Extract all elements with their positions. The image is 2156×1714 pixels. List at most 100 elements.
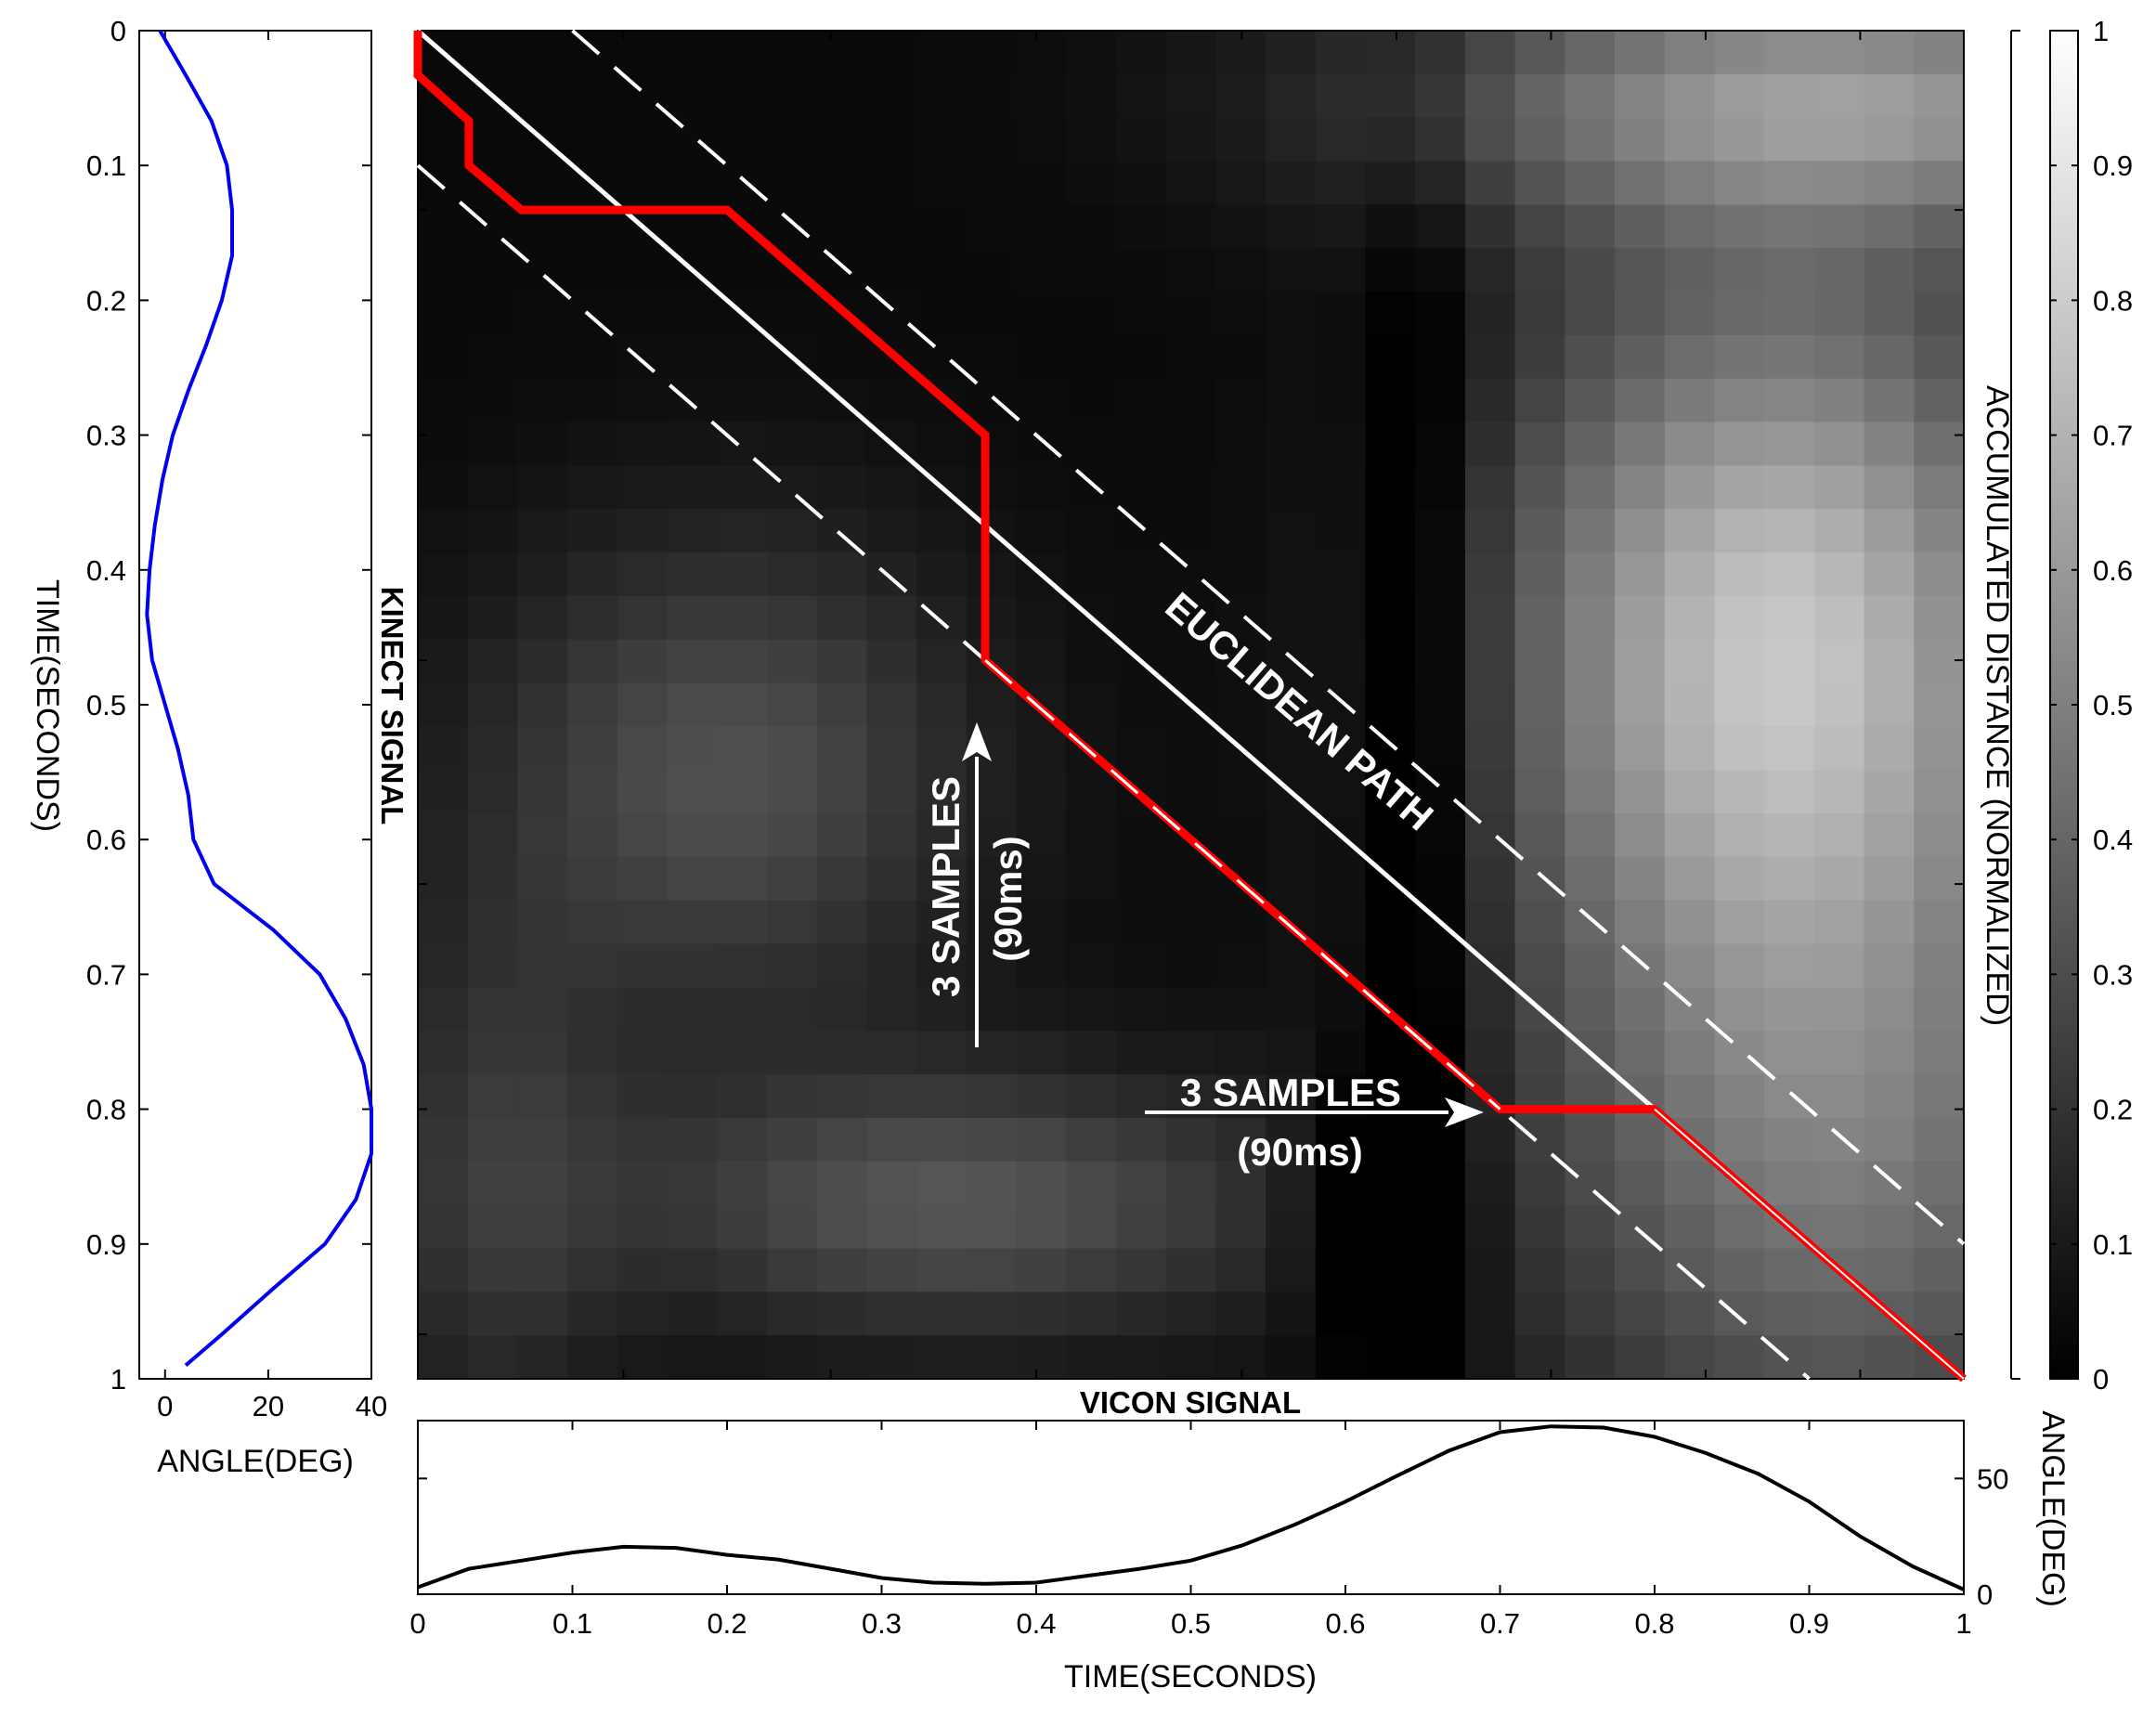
vicon-x-tick-label: 0.1	[552, 1607, 592, 1640]
heatmap-cell	[1115, 987, 1167, 1032]
heatmap-cell	[816, 987, 868, 1032]
heatmap-cell	[916, 813, 968, 858]
heatmap-cell	[1565, 248, 1616, 292]
heatmap-cell	[1016, 1335, 1067, 1380]
heatmap-cell	[1615, 595, 1666, 641]
heatmap-cell	[1115, 900, 1167, 945]
heatmap-cells	[418, 31, 1965, 1380]
heatmap-cell	[1615, 726, 1666, 771]
heatmap-cell	[1315, 161, 1367, 206]
kinect-plot-frame	[138, 30, 372, 1380]
heatmap-cell	[717, 73, 768, 119]
heatmap-cell	[1066, 639, 1117, 684]
heatmap-cell	[517, 1161, 568, 1206]
heatmap-cell	[1415, 161, 1466, 206]
heatmap-cell	[1464, 1118, 1516, 1162]
heatmap-cell	[667, 943, 718, 989]
heatmap-cell	[1066, 422, 1117, 467]
heatmap-cell	[1266, 1161, 1317, 1206]
heatmap-cell	[1016, 943, 1067, 989]
heatmap-cell	[1464, 639, 1516, 684]
heatmap-cell	[1165, 292, 1217, 336]
heatmap-cell	[418, 509, 469, 553]
heatmap-cell	[966, 1248, 1018, 1293]
heatmap-cell	[667, 465, 718, 510]
heatmap-cell	[1664, 1074, 1716, 1119]
heatmap-cell	[1764, 292, 1815, 336]
heatmap-cell	[767, 1031, 818, 1075]
heatmap-cell	[816, 856, 868, 902]
vicon-x-tick-label: 0	[409, 1607, 425, 1640]
heatmap-cell	[1016, 770, 1067, 814]
heatmap-cell	[567, 334, 618, 380]
heatmap-cell	[1864, 987, 1916, 1032]
heatmap-cell	[1813, 378, 1865, 423]
heatmap-cell	[517, 334, 568, 380]
heatmap-cell	[1066, 117, 1117, 162]
heatmap-cell	[1714, 248, 1765, 292]
heatmap-cell	[1215, 334, 1266, 380]
heatmap-cell	[467, 334, 519, 380]
heatmap-cell	[1714, 987, 1765, 1032]
heatmap-cell	[966, 248, 1018, 292]
heatmap-cell	[1664, 639, 1716, 684]
heatmap-cell	[1914, 639, 1965, 684]
heatmap-cell	[1266, 117, 1317, 162]
heatmap-cell	[1914, 1292, 1965, 1336]
heatmap-cell	[1565, 1204, 1616, 1250]
heatmap-cell	[1266, 1335, 1317, 1380]
heatmap-cell	[1813, 1161, 1865, 1206]
heatmap-cell	[1464, 422, 1516, 467]
heatmap-cell	[467, 204, 519, 249]
heatmap-cell	[1813, 1292, 1865, 1336]
heatmap-cell	[1115, 552, 1167, 597]
heatmap-cell	[866, 856, 917, 902]
heatmap-cell	[1464, 509, 1516, 553]
heatmap-cell	[1365, 1335, 1416, 1380]
heatmap-cell	[1415, 465, 1466, 510]
heatmap-cell	[1914, 161, 1965, 206]
heatmap-cell	[418, 552, 469, 597]
heatmap-cell	[1016, 422, 1067, 467]
kinect-y-tick-label: 0.7	[86, 958, 126, 991]
heatmap-cell	[966, 943, 1018, 989]
heatmap-cell	[1615, 1248, 1666, 1293]
heatmap-cell	[916, 1161, 968, 1206]
heatmap-cell	[1864, 422, 1916, 467]
heatmap-cell	[1764, 900, 1815, 945]
heatmap-cell	[1315, 1248, 1367, 1293]
vicon-x-tick-label: 0.2	[707, 1607, 747, 1640]
heatmap-cell	[1565, 1292, 1616, 1336]
heatmap-cell	[1266, 465, 1317, 510]
heatmap-cell	[1066, 813, 1117, 858]
heatmap-cell	[1864, 1074, 1916, 1119]
heatmap-cell	[1464, 770, 1516, 814]
heatmap-cell	[617, 1074, 669, 1119]
kinect-x-tick-label: 0	[157, 1390, 173, 1422]
heatmap-cell	[1066, 465, 1117, 510]
heatmap-cell	[1066, 31, 1117, 75]
heatmap-cell	[767, 509, 818, 553]
heatmap-cell	[816, 1161, 868, 1206]
heatmap-cell	[1066, 204, 1117, 249]
colorbar-tick-label: 0.8	[2093, 284, 2133, 317]
heatmap-cell	[418, 770, 469, 814]
heatmap-cell	[966, 1204, 1018, 1250]
heatmap-cell	[1165, 987, 1217, 1032]
heatmap-cell	[866, 900, 917, 945]
heatmap-cell	[1914, 117, 1965, 162]
heatmap-cell	[1266, 552, 1317, 597]
heatmap-cell	[517, 1118, 568, 1162]
heatmap-cell	[816, 73, 868, 119]
heatmap-cell	[567, 943, 618, 989]
heatmap-cell	[1464, 1161, 1516, 1206]
heatmap-cell	[1914, 1074, 1965, 1119]
heatmap-cell	[1914, 465, 1965, 510]
heatmap-cell	[1615, 1031, 1666, 1075]
heatmap-cell	[916, 552, 968, 597]
heatmap-cell	[1664, 1204, 1716, 1250]
heatmap-cell	[1315, 900, 1367, 945]
heatmap-cell	[567, 1118, 618, 1162]
heatmap-cell	[1764, 726, 1815, 771]
heatmap-cell	[467, 726, 519, 771]
